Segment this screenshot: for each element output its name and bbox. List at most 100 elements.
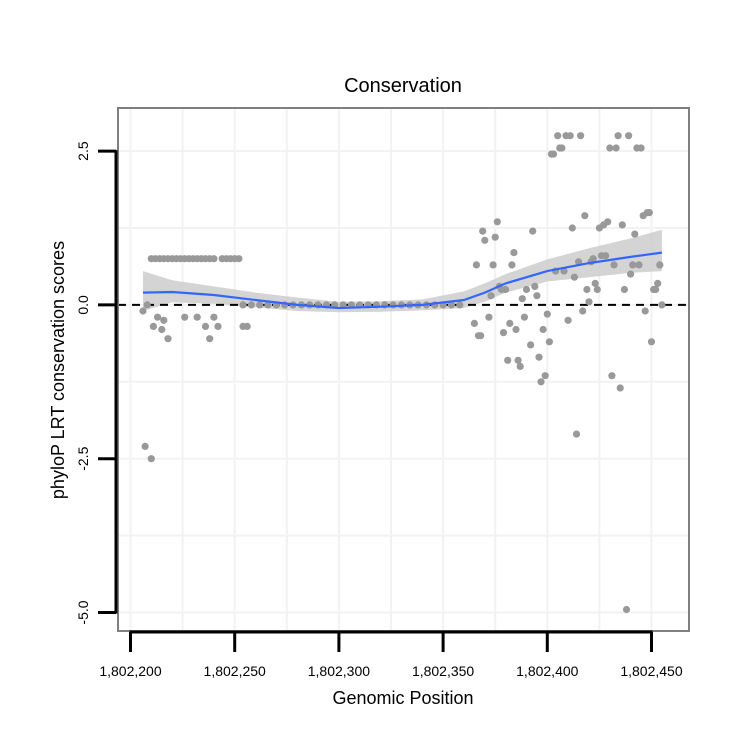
data-point (243, 322, 251, 330)
data-point (489, 261, 497, 269)
data-point (181, 313, 189, 321)
data-point (239, 301, 247, 309)
data-point (572, 430, 581, 438)
data-point (606, 144, 614, 152)
data-point (201, 322, 210, 330)
data-point (604, 218, 612, 226)
data-point (577, 132, 585, 140)
data-point (510, 249, 518, 257)
data-point (652, 285, 660, 294)
data-point (585, 298, 593, 306)
data-point (520, 313, 529, 321)
data-point (612, 144, 620, 152)
data-point (143, 301, 151, 309)
x-tick-label: 1,802,300 (308, 663, 370, 679)
data-point (579, 307, 587, 315)
data-point (581, 212, 589, 220)
data-point (583, 285, 591, 294)
data-point (537, 378, 545, 386)
data-point (654, 279, 662, 287)
data-point (481, 236, 489, 244)
data-point (210, 313, 218, 321)
data-point (627, 270, 635, 278)
data-point (149, 322, 157, 330)
data-point (631, 230, 639, 238)
data-point (549, 150, 558, 158)
data-point (568, 224, 576, 232)
data-point (564, 316, 572, 324)
data-point (141, 442, 149, 450)
data-point (658, 301, 666, 309)
data-point (210, 255, 218, 263)
data-point (193, 313, 201, 321)
data-point (514, 356, 522, 364)
data-point (493, 218, 501, 226)
data-point (620, 285, 629, 294)
x-tick-label: 1,802,200 (99, 663, 161, 679)
data-point (139, 307, 147, 315)
data-point (635, 261, 643, 269)
data-point (593, 285, 601, 294)
data-point (629, 261, 637, 269)
data-point (512, 325, 520, 334)
y-tick-label: -2.5 (75, 446, 91, 470)
data-point (647, 338, 656, 346)
data-point (504, 356, 512, 364)
data-point (160, 316, 168, 324)
points-layer (139, 132, 666, 614)
data-point (616, 384, 624, 392)
data-point (164, 335, 172, 343)
data-point (602, 252, 610, 260)
data-point (575, 258, 583, 266)
data-point (506, 319, 514, 327)
data-point (264, 301, 272, 309)
smooth-line-layer (142, 251, 663, 310)
data-point (518, 295, 526, 303)
data-point (485, 313, 493, 321)
y-axis: -5.0 -2.5 0.0 2.5 (75, 141, 118, 625)
data-point (154, 313, 162, 321)
data-point (608, 372, 616, 380)
data-point (622, 605, 631, 614)
x-tick-label: 1,802,350 (412, 663, 474, 679)
y-axis-label: phyloP LRT conservation scores (48, 241, 68, 499)
data-point (637, 144, 645, 152)
data-point (545, 338, 554, 346)
data-point (645, 209, 654, 217)
data-point (539, 325, 547, 334)
data-point (533, 292, 541, 300)
data-point (531, 282, 539, 290)
data-point (479, 227, 487, 235)
data-point (641, 307, 649, 315)
data-point (499, 329, 508, 337)
data-point (522, 285, 531, 294)
data-point (527, 341, 535, 349)
x-tick-label: 1,802,250 (204, 663, 266, 679)
data-point (502, 285, 510, 294)
data-point (256, 301, 264, 309)
y-tick-label: -5.0 (75, 600, 91, 624)
y-tick-label: 0.0 (75, 295, 91, 315)
data-point (591, 279, 599, 287)
grid-lines (118, 108, 689, 631)
data-point (447, 301, 455, 309)
x-axis-label: Genomic Position (332, 688, 473, 708)
data-point (535, 353, 543, 361)
data-point (206, 335, 214, 343)
data-point (543, 310, 551, 318)
data-point (516, 362, 524, 370)
data-point (558, 144, 566, 152)
x-tick-label: 1,802,450 (620, 663, 682, 679)
data-point (487, 292, 495, 300)
data-point (339, 301, 347, 309)
data-point (477, 332, 485, 340)
data-point (214, 322, 222, 330)
data-point (491, 233, 499, 241)
data-point (147, 455, 155, 463)
data-point (529, 227, 537, 235)
smooth-trend-line (142, 251, 663, 310)
data-point (589, 255, 597, 263)
data-point (389, 301, 397, 309)
